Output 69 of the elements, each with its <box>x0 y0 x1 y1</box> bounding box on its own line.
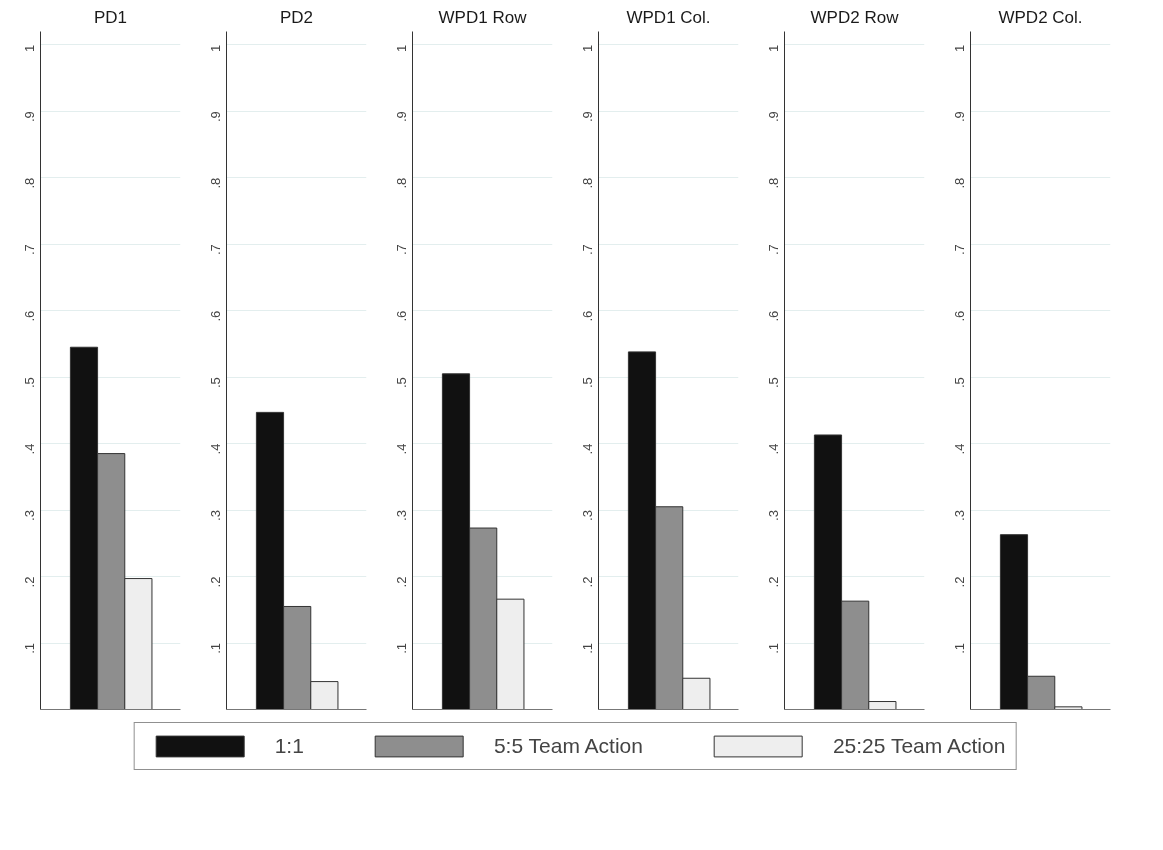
y-tick-label: 1 <box>580 44 595 53</box>
y-tick-label: .9 <box>22 111 37 123</box>
y-tick-label: .3 <box>580 510 595 521</box>
y-tick-label: .1 <box>22 643 37 654</box>
y-tick-label: .1 <box>952 643 967 654</box>
y-tick-label: .7 <box>952 244 967 256</box>
y-tick-label: .9 <box>952 111 967 123</box>
legend-label: 5:5 Team Action <box>493 734 643 758</box>
y-tick-label: .3 <box>394 510 409 521</box>
y-tick-label: .9 <box>208 111 223 123</box>
y-tick-label: .3 <box>22 510 37 521</box>
y-tick-label: .1 <box>394 643 409 654</box>
chart-title: WPD2 Col. <box>998 7 1083 27</box>
y-tick-label: .8 <box>208 177 223 189</box>
chart-title: PD1 <box>93 7 128 27</box>
y-tick-label: .4 <box>394 443 409 455</box>
y-tick-label: .4 <box>22 443 37 455</box>
y-tick-label: 1 <box>22 44 37 53</box>
y-tick-label: .9 <box>580 111 595 123</box>
y-tick-label: .7 <box>394 244 409 256</box>
y-tick-label: .2 <box>952 576 967 588</box>
chart-title: PD2 <box>279 7 314 27</box>
y-tick-label: .2 <box>394 576 409 588</box>
y-tick-label: .8 <box>394 177 409 189</box>
legend-label: 1:1 <box>274 734 304 758</box>
y-tick-label: .5 <box>22 377 37 388</box>
y-tick-label: .4 <box>766 443 781 455</box>
y-tick-label: 1 <box>952 44 967 53</box>
y-tick-label: .8 <box>952 177 967 189</box>
y-tick-label: .1 <box>580 643 595 654</box>
y-tick-label: 1 <box>766 44 781 53</box>
y-tick-label: .3 <box>952 510 967 521</box>
y-tick-label: .6 <box>952 310 967 322</box>
y-tick-label: .7 <box>22 244 37 256</box>
chart-title: WPD1 Col. <box>626 7 711 27</box>
y-tick-label: .1 <box>208 643 223 654</box>
y-tick-label: .2 <box>22 576 37 588</box>
chart-title: WPD2 Row <box>810 7 900 27</box>
y-tick-label: .8 <box>766 177 781 189</box>
y-tick-label: .2 <box>580 576 595 588</box>
y-tick-label: .4 <box>952 443 967 455</box>
y-tick-label: .9 <box>766 111 781 123</box>
y-tick-label: .6 <box>22 310 37 322</box>
y-tick-label: .1 <box>766 643 781 654</box>
y-tick-label: .6 <box>580 310 595 322</box>
y-tick-label: .3 <box>208 510 223 521</box>
y-tick-label: .8 <box>580 177 595 189</box>
y-tick-label: .5 <box>952 377 967 388</box>
y-tick-label: 1 <box>208 44 223 53</box>
y-tick-label: .9 <box>394 111 409 123</box>
y-tick-label: .4 <box>208 443 223 455</box>
y-tick-label: .6 <box>394 310 409 322</box>
y-tick-label: .2 <box>766 576 781 588</box>
chart-title: WPD1 Row <box>438 7 528 27</box>
y-tick-label: .7 <box>580 244 595 256</box>
y-tick-label: .3 <box>766 510 781 521</box>
y-tick-label: .5 <box>394 377 409 388</box>
y-tick-label: .7 <box>766 244 781 256</box>
y-tick-label: .4 <box>580 443 595 455</box>
legend-label: 25:25 Team Action <box>832 734 1006 758</box>
y-tick-label: .5 <box>208 377 223 388</box>
y-tick-label: .7 <box>208 244 223 256</box>
y-tick-label: .5 <box>580 377 595 388</box>
y-tick-label: .8 <box>22 177 37 189</box>
y-tick-label: .2 <box>208 576 223 588</box>
y-tick-label: .5 <box>766 377 781 388</box>
y-tick-label: .6 <box>208 310 223 322</box>
y-tick-label: .6 <box>766 310 781 322</box>
y-tick-label: 1 <box>394 44 409 53</box>
